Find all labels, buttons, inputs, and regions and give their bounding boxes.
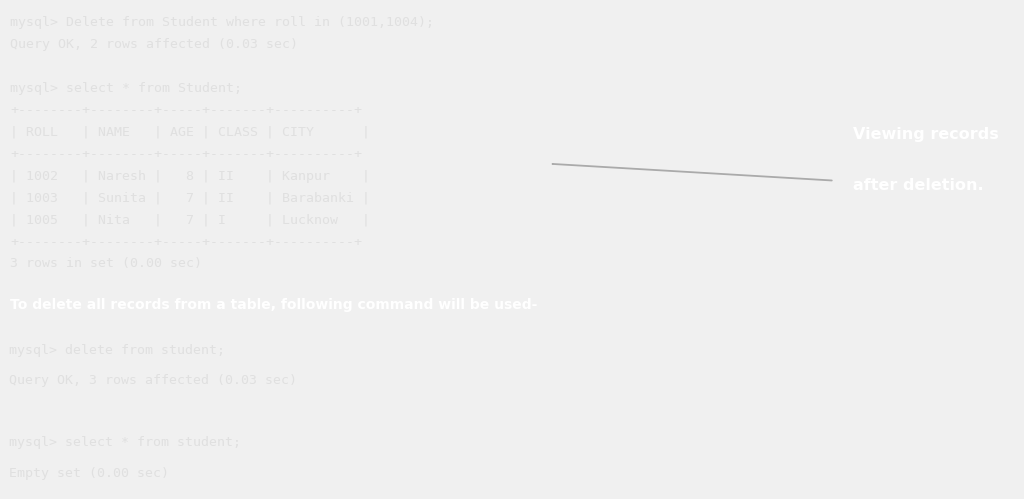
Text: | 1002   | Naresh |   8 | II    | Kanpur    |: | 1002 | Naresh | 8 | II | Kanpur | (10, 170, 370, 183)
Text: Query OK, 3 rows affected (0.03 sec): Query OK, 3 rows affected (0.03 sec) (9, 374, 297, 387)
Text: Query OK, 2 rows affected (0.03 sec): Query OK, 2 rows affected (0.03 sec) (10, 38, 298, 51)
Text: To delete all records from a table, following command will be used-: To delete all records from a table, foll… (10, 298, 538, 312)
Text: | ROLL   | NAME   | AGE | CLASS | CITY      |: | ROLL | NAME | AGE | CLASS | CITY | (10, 126, 370, 139)
Text: +--------+--------+-----+-------+----------+: +--------+--------+-----+-------+-------… (10, 236, 362, 249)
Text: mysql> delete from student;: mysql> delete from student; (9, 344, 225, 357)
Text: Viewing records: Viewing records (853, 127, 998, 142)
Text: +--------+--------+-----+-------+----------+: +--------+--------+-----+-------+-------… (10, 104, 362, 117)
Text: Empty set (0.00 sec): Empty set (0.00 sec) (9, 467, 169, 480)
Text: mysql> select * from student;: mysql> select * from student; (9, 436, 241, 449)
Text: | 1003   | Sunita |   7 | II    | Barabanki |: | 1003 | Sunita | 7 | II | Barabanki | (10, 192, 370, 205)
Text: +--------+--------+-----+-------+----------+: +--------+--------+-----+-------+-------… (10, 148, 362, 161)
Text: mysql> Delete from Student where roll in (1001,1004);: mysql> Delete from Student where roll in… (10, 16, 434, 29)
Text: 3 rows in set (0.00 sec): 3 rows in set (0.00 sec) (10, 257, 202, 270)
Text: mysql> select * from Student;: mysql> select * from Student; (10, 82, 242, 95)
Text: | 1005   | Nita   |   7 | I     | Lucknow   |: | 1005 | Nita | 7 | I | Lucknow | (10, 214, 370, 227)
Text: after deletion.: after deletion. (853, 178, 983, 193)
